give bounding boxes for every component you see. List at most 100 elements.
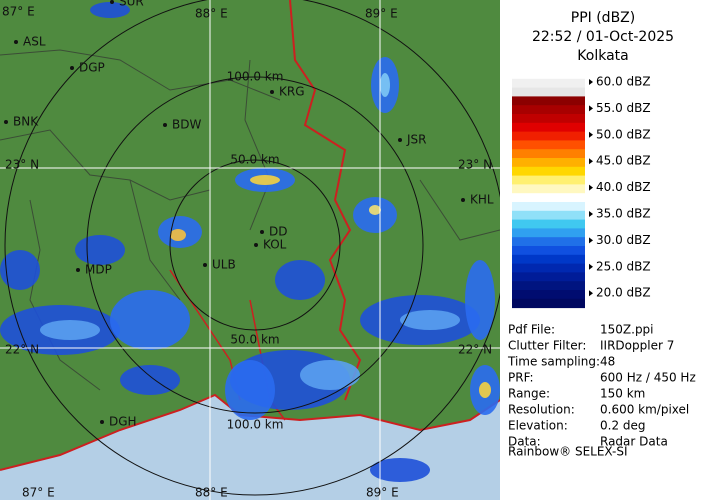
city-label: BNK xyxy=(13,115,39,129)
legend-swatch xyxy=(512,87,585,97)
site-name: Kolkata xyxy=(577,48,628,64)
city-label: KOL xyxy=(263,238,287,252)
graticule-label: 23° N xyxy=(5,158,39,172)
city-label: KRG xyxy=(279,85,305,99)
legend-swatch xyxy=(512,70,585,80)
legend-arrow xyxy=(589,237,593,244)
legend-label: 25.0 dBZ xyxy=(596,259,651,273)
map: 87° E 88° E 89° E 23° N 23° N 22° N 22° N 87° E… xyxy=(0,0,500,500)
info-value: 600 Hz / 450 Hz xyxy=(600,371,696,385)
echo xyxy=(0,250,40,290)
graticule-label: 88° E xyxy=(195,486,228,500)
city-dot xyxy=(110,0,114,4)
legend-swatch xyxy=(512,131,585,141)
info-label: Data: xyxy=(508,435,541,449)
echo xyxy=(479,382,491,398)
border xyxy=(289,0,362,401)
city-dot xyxy=(163,123,167,127)
range-ring xyxy=(4,0,500,496)
city-dot xyxy=(398,138,402,142)
legend-swatch xyxy=(512,219,585,229)
legend-arrow xyxy=(589,184,593,191)
graticule xyxy=(0,0,500,500)
district-boundaries xyxy=(0,49,500,391)
echo xyxy=(170,229,186,241)
info-value: 150Z.ppi xyxy=(600,323,654,337)
info-value: 48 xyxy=(600,355,615,369)
legend-swatch xyxy=(512,298,585,309)
graticule-label: 23° N xyxy=(458,158,492,172)
legend-label: 20.0 dBZ xyxy=(596,286,651,300)
range-ring xyxy=(86,76,424,414)
range-label: 100.0 km xyxy=(227,70,284,84)
city-label: DGH xyxy=(109,415,137,429)
graticule-label: 22° N xyxy=(5,343,39,357)
graticule-label: 87° E xyxy=(2,5,35,19)
info-value: 0.600 km/pixel xyxy=(600,403,689,417)
legend-swatch xyxy=(512,175,585,185)
legend-swatch xyxy=(512,96,585,106)
graticule-label: 88° E xyxy=(195,7,228,21)
legend-swatch xyxy=(512,237,585,247)
city-dot xyxy=(254,243,258,247)
echo xyxy=(250,175,280,185)
range-label: 100.0 km xyxy=(227,418,284,432)
legend-swatch xyxy=(512,166,585,177)
info-label: PRF: xyxy=(508,371,534,385)
echo xyxy=(370,458,430,482)
legend-swatch xyxy=(512,149,585,159)
legend-label: 50.0 dBZ xyxy=(596,127,651,141)
legend-label: 60.0 dBZ xyxy=(596,75,651,89)
info-panel: PPI (dBZ) 22:52 / 01-Oct-2025 Kolkata 60… xyxy=(500,0,706,500)
legend-swatch xyxy=(512,290,585,300)
footer: Rainbow® SELEX-SI xyxy=(508,445,628,459)
legend-label: 30.0 dBZ xyxy=(596,233,651,247)
echo xyxy=(110,290,190,350)
graticule-label: 22° N xyxy=(458,343,492,357)
city-dot xyxy=(270,90,274,94)
city-label: SUR xyxy=(119,0,144,9)
legend-label: 55.0 dBZ xyxy=(596,101,651,115)
city-dot xyxy=(70,66,74,70)
city-dot xyxy=(100,420,104,424)
legend-swatch xyxy=(512,78,585,89)
legend-swatch xyxy=(512,281,585,291)
city-label: DGP xyxy=(79,61,105,75)
city-label: MDP xyxy=(85,263,112,277)
legend-swatch xyxy=(512,158,585,168)
timestamp: 22:52 / 01-Oct-2025 xyxy=(532,29,674,45)
info-label: Elevation: xyxy=(508,419,568,433)
legend-swatch xyxy=(512,184,585,194)
info-label: Pdf File: xyxy=(508,323,555,337)
legend-arrow xyxy=(589,158,593,165)
legend-swatch xyxy=(512,122,585,133)
city-label: BDW xyxy=(172,118,201,132)
info-value: 0.2 deg xyxy=(600,419,646,433)
echo xyxy=(225,360,275,420)
city-label: JSR xyxy=(406,133,427,147)
range-label: 50.0 km xyxy=(230,333,279,347)
echo xyxy=(275,260,325,300)
graticule-label: 89° E xyxy=(366,486,399,500)
city-dot xyxy=(76,268,80,272)
legend-swatch xyxy=(512,263,585,273)
graticule-label: 89° E xyxy=(365,7,398,21)
city-dot xyxy=(461,198,465,202)
city-dot xyxy=(4,120,8,124)
info-label: Clutter Filter: xyxy=(508,339,586,353)
legend-arrow xyxy=(589,105,593,112)
info-value: Radar Data xyxy=(600,435,668,449)
city-dot xyxy=(203,263,207,267)
echo xyxy=(120,365,180,395)
city-dot xyxy=(260,230,264,234)
echo xyxy=(400,310,460,330)
range-rings xyxy=(4,0,500,496)
city-label: ASL xyxy=(23,35,46,49)
info-label: Time sampling: xyxy=(507,355,600,369)
legend-swatch xyxy=(512,202,585,212)
legend-arrow xyxy=(589,263,593,270)
legend-swatch xyxy=(512,193,585,203)
legend-swatch xyxy=(512,140,585,150)
echo xyxy=(40,320,100,340)
